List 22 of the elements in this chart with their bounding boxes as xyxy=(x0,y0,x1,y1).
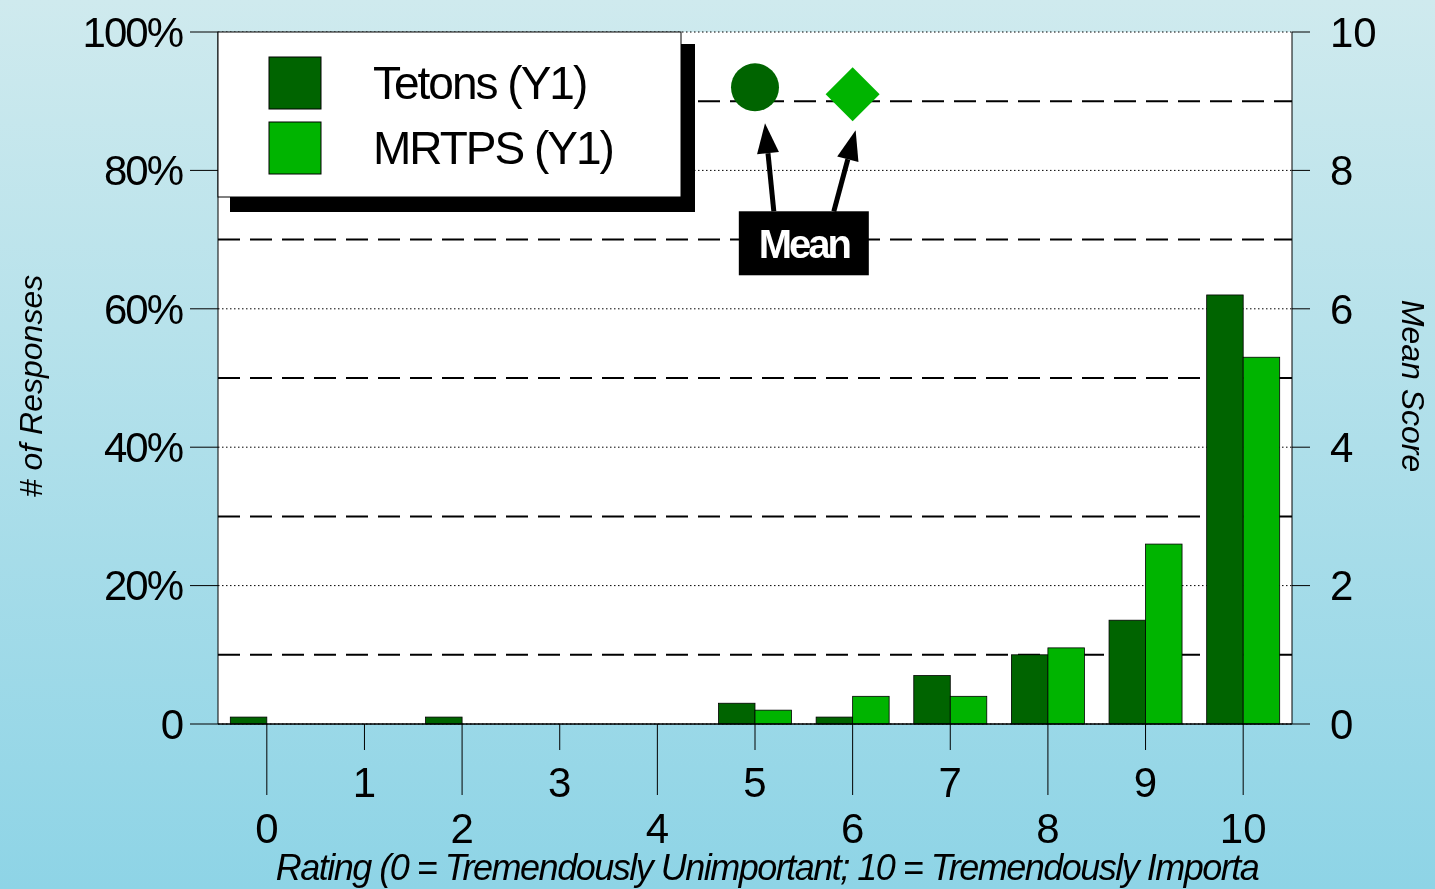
y2-tick-label: 8 xyxy=(1330,147,1354,195)
y-tick-label: 60% xyxy=(103,285,183,333)
y2-tick-label: 0 xyxy=(1330,700,1354,748)
x-tick-label: 1 xyxy=(352,759,377,806)
x-tick-label: 7 xyxy=(938,759,962,806)
y2-tick-label: 2 xyxy=(1330,562,1354,610)
y-axis-title: # of Responses xyxy=(13,274,49,498)
x-tick-label: 9 xyxy=(1133,759,1158,806)
y-tick-label: 0 xyxy=(160,700,183,748)
annotation: Mean xyxy=(758,222,850,267)
y2-tick-label: 10 xyxy=(1330,8,1377,56)
x-tick-label: 3 xyxy=(548,759,572,806)
y-tick-label: 40% xyxy=(103,423,183,471)
y2-axis-title: Mean Score xyxy=(1395,299,1431,473)
y-tick-label: 80% xyxy=(103,147,183,195)
legend-label: MRTPS (Y1) xyxy=(373,122,613,175)
y2-tick-label: 4 xyxy=(1330,423,1354,471)
y-tick-label: 20% xyxy=(103,562,183,610)
y-tick-label: 100% xyxy=(82,8,183,56)
y2-tick-label: 6 xyxy=(1330,285,1354,333)
legend-label: Tetons (Y1) xyxy=(373,57,587,110)
x-tick-label: 5 xyxy=(743,759,767,806)
